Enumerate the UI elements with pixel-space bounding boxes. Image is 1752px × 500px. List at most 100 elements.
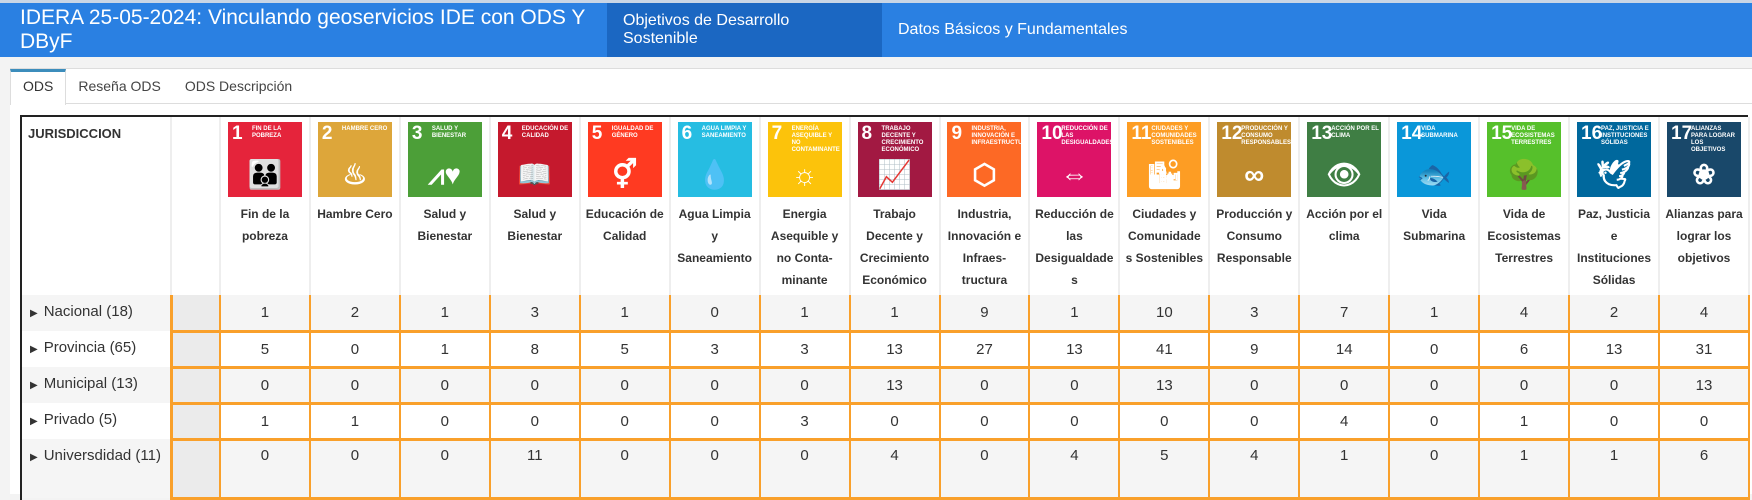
value-cell[interactable]: 6 [1659,439,1750,500]
expand-arrow-icon[interactable]: ▶ [30,344,38,355]
value-cell[interactable]: 14 [1299,331,1391,369]
value-cell[interactable]: 13 [1119,367,1211,405]
value-cell[interactable]: 0 [1299,367,1391,405]
value-cell[interactable]: 4 [1029,439,1121,500]
value-cell[interactable]: 7 [1299,295,1391,333]
row-label[interactable]: ▶ Municipal (13) [22,367,171,403]
value-cell[interactable]: 4 [1479,295,1571,333]
tab-resena-ods[interactable]: Reseña ODS [78,78,161,94]
value-cell[interactable]: 0 [309,331,401,369]
value-cell[interactable]: 1 [579,295,671,333]
value-cell[interactable]: 0 [579,367,671,405]
value-cell[interactable]: 4 [1659,295,1750,333]
value-cell[interactable]: 3 [759,403,851,441]
value-cell[interactable]: 0 [1119,403,1211,441]
value-cell[interactable]: 41 [1119,331,1211,369]
row-label[interactable]: ▶ Nacional (18) [22,295,171,331]
value-cell[interactable]: 27 [939,331,1031,369]
value-cell[interactable]: 0 [759,367,851,405]
value-cell[interactable]: 0 [399,403,491,441]
value-cell[interactable]: 0 [1029,367,1121,405]
value-cell[interactable]: 0 [1209,367,1301,405]
value-cell[interactable]: 0 [1479,367,1571,405]
value-cell[interactable]: 13 [1569,331,1660,369]
value-cell[interactable]: 13 [849,367,941,405]
value-cell[interactable]: 11 [489,439,581,500]
value-cell[interactable]: 0 [220,367,311,405]
value-cell[interactable]: 5 [220,331,311,369]
value-cell[interactable]: 10 [1119,295,1211,333]
value-cell[interactable]: 1 [1479,439,1571,500]
row-label[interactable]: ▶ Provincia (65) [22,331,171,367]
value-cell[interactable]: 1 [849,295,941,333]
value-cell[interactable]: 2 [309,295,401,333]
nav-ods[interactable]: Objetivos de Desarrollo Sostenible [607,3,882,57]
value-cell[interactable]: 0 [399,367,491,405]
expand-arrow-icon[interactable]: ▶ [30,308,38,319]
value-cell[interactable]: 0 [220,439,311,500]
row-label[interactable]: ▶ Universdidad (11) [22,439,171,498]
value-cell[interactable]: 3 [489,295,581,333]
value-cell[interactable]: 1 [1389,295,1481,333]
tab-ods[interactable]: ODS [10,69,67,105]
value-cell[interactable]: 0 [579,439,671,500]
value-cell[interactable]: 9 [1209,331,1301,369]
value-cell[interactable]: 0 [669,367,761,405]
value-cell[interactable]: 3 [759,331,851,369]
nav-dbyf[interactable]: Datos Básicos y Fundamentales [898,21,1128,38]
value-cell[interactable]: 0 [1569,367,1660,405]
value-cell[interactable]: 0 [309,439,401,500]
value-cell[interactable]: 0 [669,295,761,333]
value-cell[interactable]: 9 [939,295,1031,333]
value-cell[interactable]: 0 [579,403,671,441]
value-cell[interactable]: 0 [759,439,851,500]
value-cell[interactable]: 1 [220,403,311,441]
value-cell[interactable]: 0 [489,403,581,441]
value-cell[interactable]: 0 [309,367,401,405]
value-cell[interactable]: 13 [1659,367,1750,405]
value-cell[interactable]: 13 [1029,331,1121,369]
value-cell[interactable]: 0 [1389,403,1481,441]
value-cell[interactable]: 5 [1119,439,1211,500]
value-cell[interactable]: 0 [399,439,491,500]
value-cell[interactable]: 1 [1299,439,1391,500]
value-cell[interactable]: 13 [849,331,941,369]
value-cell[interactable]: 4 [1299,403,1391,441]
value-cell[interactable]: 0 [939,403,1031,441]
value-cell[interactable]: 0 [849,403,941,441]
expand-arrow-icon[interactable]: ▶ [30,380,38,391]
value-cell[interactable]: 5 [579,331,671,369]
value-cell[interactable]: 0 [1389,439,1481,500]
value-cell[interactable]: 0 [489,367,581,405]
value-cell[interactable]: 1 [1479,403,1571,441]
value-cell[interactable]: 1 [399,331,491,369]
value-cell[interactable]: 4 [1209,439,1301,500]
row-label[interactable]: ▶ Privado (5) [22,403,171,439]
value-cell[interactable]: 31 [1659,331,1750,369]
expand-arrow-icon[interactable]: ▶ [30,452,38,463]
value-cell[interactable]: 0 [1029,403,1121,441]
value-cell[interactable]: 1 [309,403,401,441]
expand-arrow-icon[interactable]: ▶ [30,416,38,427]
value-cell[interactable]: 1 [1569,439,1660,500]
value-cell[interactable]: 0 [939,367,1031,405]
value-cell[interactable]: 0 [1569,403,1660,441]
value-cell[interactable]: 1 [1029,295,1121,333]
tab-ods-descripcion[interactable]: ODS Descripción [184,78,293,94]
value-cell[interactable]: 0 [1659,403,1750,441]
value-cell[interactable]: 2 [1569,295,1660,333]
value-cell[interactable]: 1 [759,295,851,333]
value-cell[interactable]: 8 [489,331,581,369]
value-cell[interactable]: 1 [220,295,311,333]
value-cell[interactable]: 4 [849,439,941,500]
value-cell[interactable]: 3 [1209,295,1301,333]
value-cell[interactable]: 0 [1389,331,1481,369]
value-cell[interactable]: 1 [399,295,491,333]
value-cell[interactable]: 3 [669,331,761,369]
value-cell[interactable]: 0 [939,439,1031,500]
value-cell[interactable]: 0 [669,403,761,441]
value-cell[interactable]: 0 [1209,403,1301,441]
value-cell[interactable]: 6 [1479,331,1571,369]
value-cell[interactable]: 0 [1389,367,1481,405]
value-cell[interactable]: 0 [669,439,761,500]
